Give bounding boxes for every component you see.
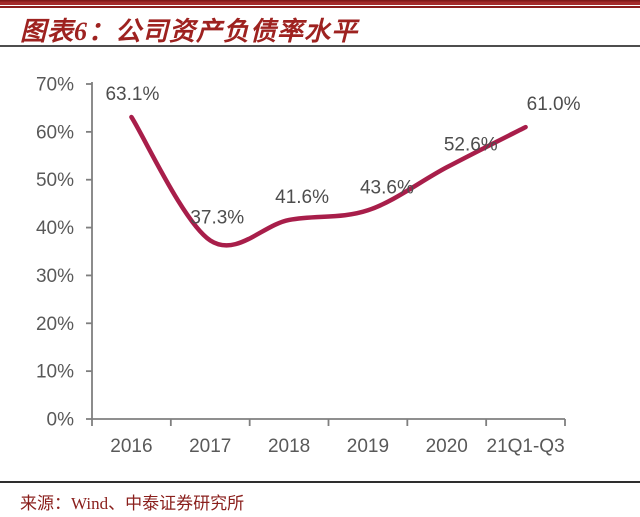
- x-tick-label: 2018: [268, 436, 310, 457]
- x-tick-label: 2020: [426, 436, 468, 457]
- y-tick-label: 10%: [36, 362, 74, 383]
- data-series-line: [129, 114, 528, 248]
- data-point-label: 37.3%: [190, 207, 244, 228]
- data-point-label: 52.6%: [444, 134, 498, 155]
- title-divider: [0, 45, 640, 47]
- x-tick-label: 2016: [110, 436, 152, 457]
- data-point-label: 63.1%: [105, 84, 159, 105]
- y-tick-label: 50%: [36, 170, 74, 191]
- data-point-label: 43.6%: [360, 177, 414, 198]
- y-tick-label: 20%: [36, 314, 74, 335]
- y-tick-label: 40%: [36, 218, 74, 239]
- footer-divider: [0, 481, 640, 483]
- x-tick-label: 21Q1-Q3: [487, 436, 565, 457]
- figure-title: 图表6：公司资产负债率水平: [20, 17, 359, 46]
- x-tick-label: 2019: [347, 436, 389, 457]
- x-tick-label: 2017: [189, 436, 231, 457]
- data-point-label: 41.6%: [275, 187, 329, 208]
- y-tick-label: 30%: [36, 266, 74, 287]
- y-tick-label: 70%: [36, 75, 74, 96]
- top-accent-bar: [0, 0, 640, 8]
- y-tick-label: 60%: [36, 122, 74, 143]
- y-tick-label: 0%: [47, 410, 75, 431]
- data-point-label: 61.0%: [527, 94, 581, 115]
- source-note: 来源：Wind、中泰证券研究所: [20, 494, 245, 513]
